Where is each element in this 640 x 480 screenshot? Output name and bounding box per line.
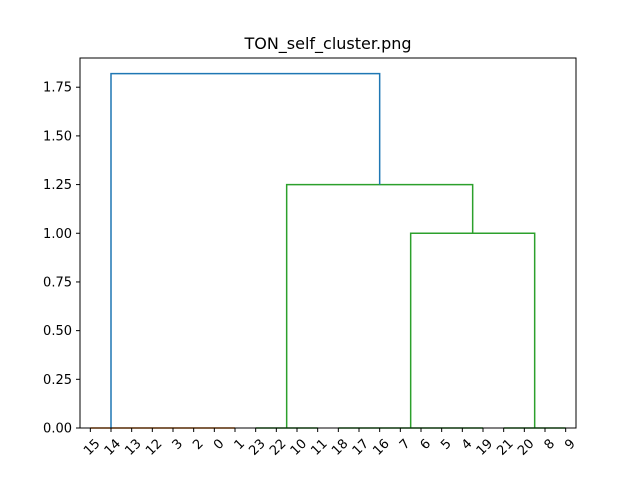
dendrogram-link-merge-1.25 (285, 183, 474, 428)
x-leaf-label: 2 (190, 436, 206, 452)
x-leaf-label: 4 (459, 436, 475, 452)
y-tick-label: 1.50 (43, 129, 72, 144)
x-leaf-label: 16 (370, 436, 392, 458)
x-leaf-label: 19 (474, 436, 496, 458)
x-leaf-label: 18 (329, 436, 351, 458)
chart-title: TON_self_cluster.png (243, 34, 411, 54)
dendrogram-links (90, 72, 566, 429)
x-leaf-label: 3 (170, 436, 186, 452)
x-leaf-label: 22 (267, 436, 289, 458)
x-leaf-label: 6 (418, 436, 434, 452)
x-leaf-label: 8 (542, 436, 558, 452)
x-leaf-label: 9 (562, 436, 578, 452)
x-leaf-label: 7 (397, 436, 413, 452)
x-leaf-label: 5 (438, 436, 454, 452)
x-leaf-label: 23 (246, 436, 268, 458)
x-leaf-label: 20 (515, 436, 537, 458)
x-leaf-label: 21 (494, 436, 516, 458)
x-leaf-label: 0 (211, 436, 227, 452)
y-tick-label: 0.00 (43, 422, 72, 437)
x-leaf-label: 10 (288, 436, 310, 458)
x-leaf-label: 1 (232, 436, 248, 452)
dendrogram-link-merge-1.82 (110, 72, 381, 428)
y-tick-label: 0.25 (43, 373, 72, 388)
dendrogram-link-merge-1.00 (409, 232, 536, 428)
x-leaf-label: 11 (308, 436, 330, 458)
x-leaf-label: 14 (102, 436, 124, 458)
x-leaf-label: 12 (143, 436, 165, 458)
x-leaf-label: 15 (81, 436, 103, 458)
y-tick-label: 0.75 (43, 275, 72, 290)
plot-frame (79, 57, 577, 429)
y-tick-label: 1.00 (43, 227, 72, 242)
y-axis: 0.00 0.25 0.50 0.75 1.00 1.25 1.50 1.75 (43, 81, 80, 437)
y-tick-label: 1.25 (43, 178, 72, 193)
x-leaf-label: 17 (350, 436, 372, 458)
y-tick-label: 1.75 (43, 81, 72, 96)
y-tick-label: 0.50 (43, 324, 72, 339)
x-leaf-label: 13 (122, 436, 144, 458)
